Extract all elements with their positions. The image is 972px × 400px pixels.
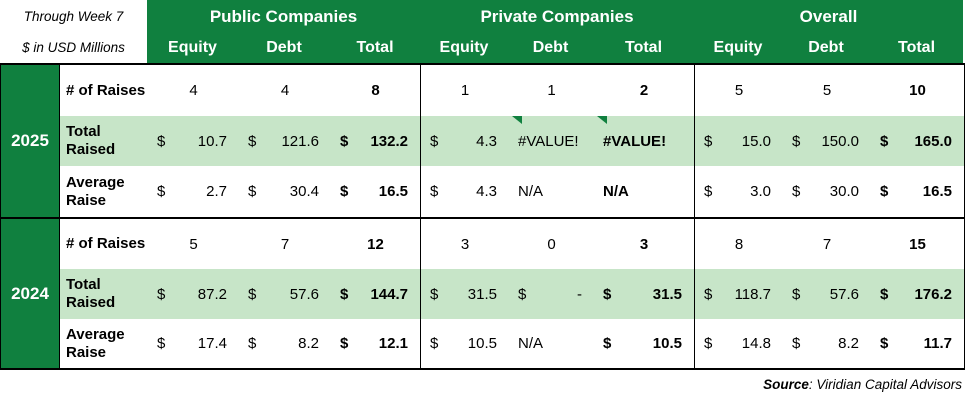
row-label: Average Raise xyxy=(66,173,125,209)
table-cell: 2 xyxy=(594,65,695,116)
table-cell: $87.2 xyxy=(148,269,239,319)
row-label: Average Raise xyxy=(66,325,125,361)
year-cell: 2024 xyxy=(1,219,60,368)
table-cell: $150.0 xyxy=(783,116,871,166)
row-label: Total Raised xyxy=(60,269,148,319)
table-cell: 10 xyxy=(909,82,926,99)
table-cell: $12.1 xyxy=(331,319,421,368)
table-cell: $14.8 xyxy=(704,335,771,352)
table-cell: $132.2 xyxy=(331,116,421,166)
table-cell: 1 xyxy=(460,82,470,99)
table-cell: 8 xyxy=(734,235,744,253)
table-cell: 4 xyxy=(189,82,198,99)
error-indicator-icon xyxy=(512,116,522,124)
table-cell: $57.6 xyxy=(783,269,871,319)
table-cell: 7 xyxy=(822,235,832,253)
table-cell: $8.2 xyxy=(792,335,859,352)
table-cell: 5 xyxy=(734,82,744,99)
table-cell: $30.0 xyxy=(792,183,859,200)
section-2024: 2024 # of Raises 5 7 12 3 0 3 8 7 15 Tot… xyxy=(1,217,964,368)
table-cell: $11.7 xyxy=(880,335,952,352)
column-header: Equity xyxy=(168,39,217,56)
table-cell: $144.7 xyxy=(331,269,421,319)
table-cell: $10.5 xyxy=(594,319,695,368)
header-green-band: Public Companies Private Companies Overa… xyxy=(147,0,963,63)
table-cell: 15 xyxy=(909,235,926,253)
table-cell: $57.6 xyxy=(239,269,331,319)
group-header-public: Public Companies xyxy=(209,6,358,26)
column-header: Total xyxy=(897,39,936,56)
table-cell: 8 xyxy=(331,65,421,116)
table-cell-error: N/A xyxy=(518,335,544,352)
source-label: Source xyxy=(763,377,809,392)
table-cell: 5 xyxy=(822,82,832,99)
table-cell: $4.3 xyxy=(430,183,497,200)
column-header: Debt xyxy=(266,39,302,56)
group-header-private: Private Companies xyxy=(480,6,634,26)
table-cell: 7 xyxy=(280,235,290,253)
table-cell: 3 xyxy=(594,219,695,269)
table-cell-error: N/A xyxy=(594,166,695,217)
table-cell: 5 xyxy=(189,235,198,253)
table-header: Through Week 7 $ in USD Millions Public … xyxy=(0,0,972,63)
table-cell: $10.5 xyxy=(430,335,497,352)
table-cell: $3.0 xyxy=(704,183,771,200)
title-line-2: $ in USD Millions xyxy=(22,40,125,55)
table-cell: $118.7 xyxy=(695,269,783,319)
table-cell: $16.5 xyxy=(880,183,952,200)
column-header-row: Equity Debt Total Equity Debt Total Equi… xyxy=(147,33,963,63)
table-cell: $31.5 xyxy=(421,269,509,319)
year-cell: 2025 xyxy=(1,65,60,217)
table-cell: $30.4 xyxy=(248,183,319,200)
table-cell: $4.3 xyxy=(421,116,509,166)
table-cell-error: N/A xyxy=(518,183,544,200)
column-header: Equity xyxy=(713,39,763,56)
section-2025: 2025 # of Raises 4 4 8 1 1 2 5 5 10 Tota… xyxy=(1,65,964,217)
table-cell: $2.7 xyxy=(157,183,227,200)
table-cell-error: #VALUE! xyxy=(594,116,695,166)
column-header: Debt xyxy=(532,39,569,56)
error-indicator-icon xyxy=(597,116,607,124)
row-label: # of Raises xyxy=(66,81,146,99)
table-cell: 0 xyxy=(547,235,556,253)
table-cell: $ - xyxy=(509,269,594,319)
source-text: : Viridian Capital Advisors xyxy=(808,377,962,392)
table-cell: $121.6 xyxy=(239,116,331,166)
table-cell: $176.2 xyxy=(871,269,964,319)
table-cell: 4 xyxy=(280,82,290,99)
table-body: 2025 # of Raises 4 4 8 1 1 2 5 5 10 Tota… xyxy=(0,63,965,370)
table-cell: $17.4 xyxy=(157,335,227,352)
row-label: Total Raised xyxy=(60,116,148,166)
column-header: Total xyxy=(624,39,663,56)
column-header: Total xyxy=(356,39,394,56)
table-cell: $31.5 xyxy=(594,269,695,319)
group-header-overall: Overall xyxy=(799,6,858,26)
table-cell: 12 xyxy=(331,219,421,269)
column-header: Debt xyxy=(808,39,844,56)
title-block: Through Week 7 $ in USD Millions xyxy=(0,0,147,63)
table-cell: 1 xyxy=(547,82,556,99)
table-cell: $165.0 xyxy=(871,116,964,166)
table-cell: $15.0 xyxy=(695,116,783,166)
table-cell: $16.5 xyxy=(331,166,421,217)
table-cell: 3 xyxy=(460,235,470,253)
group-header-row: Public Companies Private Companies Overa… xyxy=(147,0,963,33)
table-cell-error: #VALUE! xyxy=(509,116,594,166)
title-line-1: Through Week 7 xyxy=(23,9,124,24)
table-cell: $10.7 xyxy=(148,116,239,166)
row-label: # of Raises xyxy=(66,235,146,252)
table-cell: $8.2 xyxy=(248,335,319,352)
source-attribution: Source: Viridian Capital Advisors xyxy=(763,377,962,392)
column-header: Equity xyxy=(439,39,489,56)
